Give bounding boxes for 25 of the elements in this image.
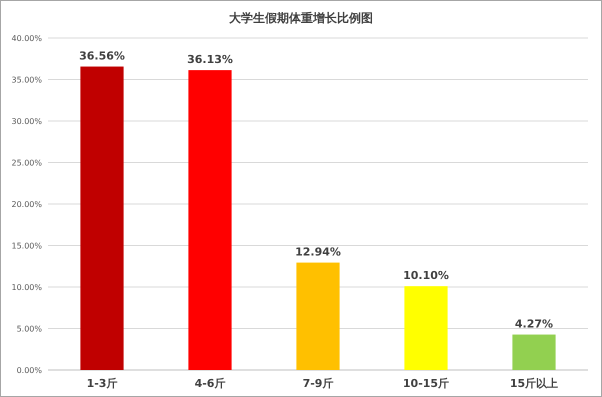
data-label: 36.56% bbox=[79, 50, 125, 63]
y-tick-label: 0.00% bbox=[16, 366, 42, 375]
x-tick-label: 15斤以上 bbox=[510, 377, 558, 390]
data-label: 4.27% bbox=[514, 318, 554, 331]
y-tick-label: 15.00% bbox=[11, 242, 42, 250]
y-tick-label: 30.00% bbox=[11, 117, 42, 126]
x-tick-label: 1-3斤 bbox=[86, 377, 118, 390]
data-label: 12.94% bbox=[295, 246, 341, 259]
data-label: 10.10% bbox=[403, 269, 449, 282]
y-tick-label: 10.00% bbox=[11, 283, 42, 292]
bar bbox=[188, 70, 232, 370]
bar bbox=[80, 66, 124, 370]
x-tick-label: 4-6斤 bbox=[194, 377, 226, 390]
bar bbox=[296, 262, 340, 370]
y-tick-label: 35.00% bbox=[11, 76, 42, 84]
bar bbox=[512, 334, 556, 370]
bar bbox=[404, 286, 448, 370]
y-tick-label: 20.00% bbox=[11, 200, 42, 209]
y-tick-label: 25.00% bbox=[11, 158, 42, 168]
x-tick-label: 7-9斤 bbox=[302, 377, 334, 390]
y-tick-label: 40.00% bbox=[11, 34, 42, 43]
chart-title: 大学生假期体重增长比例图 bbox=[229, 11, 373, 25]
x-tick-label: 10-15斤 bbox=[402, 377, 450, 390]
y-tick-label: 5.00% bbox=[16, 324, 42, 334]
data-label: 36.13% bbox=[187, 53, 233, 66]
